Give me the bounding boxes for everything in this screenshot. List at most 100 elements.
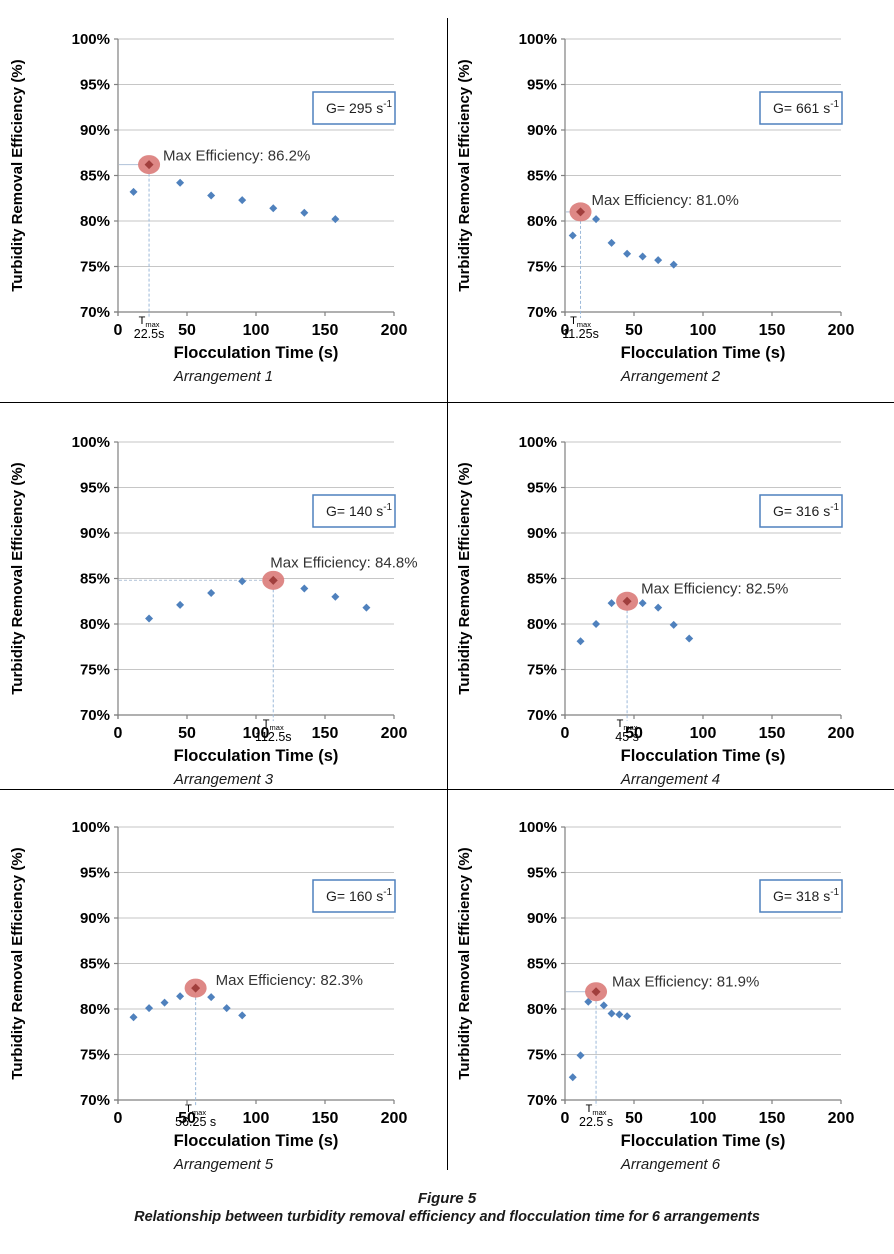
data-point — [576, 637, 585, 646]
data-point — [238, 577, 247, 586]
arrangement-label: Arrangement 1 — [173, 368, 274, 385]
x-tick-label: 0 — [114, 725, 123, 742]
y-axis-title: Turbidity Removal Efficiency (%) — [456, 462, 473, 694]
max-point — [622, 596, 632, 606]
max-point — [191, 983, 201, 993]
y-tick-label: 100% — [72, 434, 110, 451]
y-tick-label: 80% — [80, 213, 110, 230]
x-tick-label: 0 — [561, 322, 570, 339]
horizontal-divider-1 — [0, 402, 894, 403]
panel-arrangement-6: 100% 95% 90% 85% 80% 75% 70% 0 50 100 150 200 Turbid… — [447, 794, 894, 1173]
max-efficiency-annotation: Max Efficiency: 81.9% — [612, 974, 759, 991]
x-tick-label: 0 — [114, 1110, 123, 1127]
max-efficiency-annotation: Max Efficiency: 84.8% — [270, 554, 417, 571]
x-axis-title: Flocculation Time (s) — [174, 344, 339, 362]
panel-arrangement-3: 100% 95% 90% 85% 80% 75% 70% 0 50 100 150 200 Turbid… — [0, 409, 447, 788]
data-point — [685, 634, 694, 643]
figure-number: Figure 5 — [417, 1190, 477, 1207]
y-tick-label: 70% — [527, 304, 557, 321]
arrangement-label: Arrangement 3 — [173, 771, 274, 788]
panel-arrangement-1: 100% 95% 90% 85% 80% 75% 70% 0 50 100 150 200 Turbid… — [0, 6, 447, 385]
y-axis-title: Turbidity Removal Efficiency (%) — [456, 59, 473, 291]
x-tick-label: 200 — [381, 1110, 408, 1127]
y-tick-label: 95% — [527, 77, 557, 94]
data-point — [207, 993, 216, 1002]
tmax-symbol: Tmax — [139, 315, 160, 329]
data-point — [145, 614, 154, 623]
data-point — [300, 208, 309, 217]
y-tick-label: 70% — [80, 1092, 110, 1109]
max-point — [144, 160, 154, 170]
g-value-label: G= 318 s-1 — [773, 887, 840, 904]
y-tick-label: 70% — [80, 304, 110, 321]
data-point — [238, 1011, 247, 1020]
y-tick-label: 70% — [527, 707, 557, 724]
data-point — [607, 238, 616, 247]
tmax-symbol: Tmax — [185, 1103, 206, 1117]
g-value-box — [759, 494, 843, 528]
data-point — [638, 599, 647, 608]
data-point — [129, 187, 138, 196]
data-point — [592, 620, 601, 628]
y-tick-label: 75% — [527, 662, 557, 679]
data-point — [638, 252, 647, 261]
panel-arrangement-5: 100% 95% 90% 85% 80% 75% 70% 0 50 100 150 200 Turbid… — [0, 794, 447, 1173]
y-tick-label: 90% — [80, 910, 110, 927]
g-value-box — [312, 494, 396, 528]
data-point — [269, 204, 278, 213]
y-tick-label: 85% — [80, 956, 110, 973]
arrangement-label: Arrangement 4 — [620, 771, 721, 788]
data-point — [300, 584, 309, 593]
y-tick-label: 70% — [527, 1092, 557, 1109]
figure-description: Relationship between turbidity removal e… — [134, 1209, 760, 1225]
x-tick-label: 150 — [759, 322, 786, 339]
data-point — [160, 998, 169, 1007]
x-tick-label: 150 — [312, 725, 339, 742]
tmax-symbol: Tmax — [586, 1103, 607, 1117]
x-tick-label: 100 — [690, 322, 717, 339]
arrangement-label: Arrangement 6 — [620, 1156, 721, 1173]
g-value-label: G= 160 s-1 — [326, 887, 393, 904]
vertical-divider — [447, 18, 448, 1170]
x-tick-label: 100 — [690, 725, 717, 742]
chart-arrangement-1: 100% 95% 90% 85% 80% 75% 70%0 50 100 150 200 Turbid… — [9, 31, 407, 362]
g-value-label: G= 140 s-1 — [326, 502, 393, 519]
data-point — [623, 1012, 632, 1021]
x-tick-label: 200 — [381, 725, 408, 742]
chart-arrangement-4: 100% 95% 90% 85% 80% 75% 70%0 50 100 150 200 Turbid… — [456, 434, 854, 765]
max-efficiency-annotation: Max Efficiency: 81.0% — [592, 192, 739, 209]
data-point — [669, 260, 678, 269]
g-value-box — [312, 879, 396, 913]
arrangement-label: Arrangement 5 — [173, 1156, 274, 1173]
data-point — [576, 1051, 585, 1060]
y-tick-label: 80% — [80, 1001, 110, 1018]
data-point — [238, 196, 247, 205]
y-tick-label: 75% — [80, 1047, 110, 1064]
g-value-box — [759, 879, 843, 913]
tmax-value-label: 11.25s — [562, 327, 599, 341]
y-tick-label: 80% — [527, 616, 557, 633]
y-tick-label: 85% — [527, 956, 557, 973]
data-point — [607, 599, 616, 608]
panel-arrangement-2: 100% 95% 90% 85% 80% 75% 70% 0 50 100 150 200 Turbid… — [447, 6, 894, 385]
y-tick-label: 95% — [80, 480, 110, 497]
y-tick-label: 90% — [527, 910, 557, 927]
x-tick-label: 0 — [561, 1110, 570, 1127]
x-tick-label: 50 — [625, 725, 643, 742]
tmax-symbol: Tmax — [617, 718, 638, 732]
y-tick-label: 80% — [527, 213, 557, 230]
y-tick-label: 100% — [519, 434, 557, 451]
y-tick-label: 85% — [80, 571, 110, 588]
y-tick-label: 75% — [80, 662, 110, 679]
x-axis-title: Flocculation Time (s) — [174, 1132, 339, 1150]
y-tick-label: 75% — [80, 259, 110, 276]
x-axis-title: Flocculation Time (s) — [174, 747, 339, 765]
x-tick-label: 100 — [243, 1110, 270, 1127]
data-point — [615, 1010, 624, 1019]
data-point — [599, 1001, 608, 1010]
x-tick-label: 0 — [114, 322, 123, 339]
y-axis-title: Turbidity Removal Efficiency (%) — [456, 847, 473, 1079]
data-point — [145, 1004, 154, 1013]
chart-arrangement-5: 100% 95% 90% 85% 80% 75% 70%0 50 100 150 200 Turbid… — [9, 819, 408, 1150]
x-tick-label: 50 — [178, 725, 196, 742]
